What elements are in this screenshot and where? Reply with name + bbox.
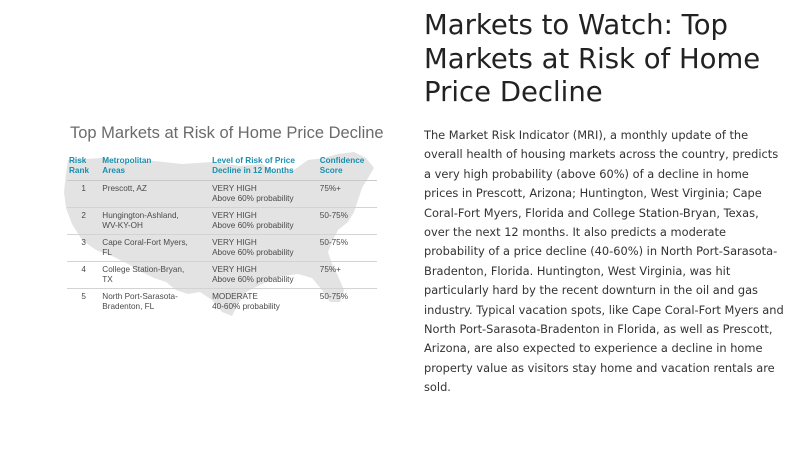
risk-probability-text: Above 60% probability <box>212 221 294 230</box>
header-metropolitan-areas: Metropolitan Areas <box>100 156 211 181</box>
risk-level-text: VERY HIGH <box>212 211 257 220</box>
metro-cell: College Station-Bryan, TX <box>100 261 211 289</box>
header-text: Level of Risk of Price <box>212 156 295 165</box>
rank-cell: 4 <box>67 261 101 289</box>
rank-cell: 2 <box>67 207 101 235</box>
header-level-of-risk: Level of Risk of Price Decline in 12 Mon… <box>210 156 318 181</box>
metro-text: TX <box>102 275 113 284</box>
metro-text: Cape Coral-Fort Myers, <box>102 238 188 247</box>
table-row: 5 North Port-Sarasota- Bradenton, FL MOD… <box>67 289 377 316</box>
table-row: 4 College Station-Bryan, TX VERY HIGH Ab… <box>67 261 377 289</box>
risk-probability-text: 40-60% probability <box>212 302 280 311</box>
metro-text: Bradenton, FL <box>102 302 155 311</box>
rank-cell: 3 <box>67 234 101 262</box>
confidence-cell: 75%+ <box>317 261 377 289</box>
risk-level-text: VERY HIGH <box>212 184 257 193</box>
header-text: Metropolitan <box>102 156 152 165</box>
risk-level-cell: VERY HIGH Above 60% probability <box>210 234 318 262</box>
header-text: Confidence <box>319 156 365 165</box>
metro-cell: North Port-Sarasota- Bradenton, FL <box>100 289 210 316</box>
risk-level-text: VERY HIGH <box>212 265 257 274</box>
header-text: Areas <box>102 166 126 175</box>
risk-level-text: MODERATE <box>212 292 258 301</box>
metro-text: Hungington-Ashland, <box>102 211 179 220</box>
risk-figure: Top Markets at Risk of Home Price Declin… <box>62 124 384 324</box>
table-row: 2 Hungington-Ashland, WV-KY-OH VERY HIGH… <box>67 207 377 235</box>
header-confidence-score: Confidence Score <box>317 156 377 181</box>
confidence-cell: 50-75% <box>319 292 348 301</box>
metro-cell: Cape Coral-Fort Myers, FL <box>100 234 211 262</box>
figure-title: Top Markets at Risk of Home Price Declin… <box>70 124 384 142</box>
risk-level-cell: MODERATE 40-60% probability <box>210 289 318 316</box>
article-title: Markets to Watch: Top Markets at Risk of… <box>424 9 761 108</box>
risk-probability-text: Above 60% probability <box>212 248 294 257</box>
header-text: Rank <box>69 166 90 175</box>
header-text: Decline in 12 Months <box>212 166 294 175</box>
risk-probability-text: Above 60% probability <box>212 194 294 203</box>
risk-level-cell: VERY HIGH Above 60% probability <box>210 261 318 289</box>
risk-level-cell: VERY HIGH Above 60% probability <box>210 207 318 235</box>
header-risk-rank: Risk Rank <box>67 156 101 181</box>
rank-cell: 5 <box>81 292 86 301</box>
metro-text: Prescott, AZ <box>102 184 147 193</box>
confidence-cell: 75%+ <box>317 180 377 208</box>
table-header-row: Risk Rank Metropolitan Areas Level of Ri… <box>67 156 377 181</box>
confidence-cell: 50-75% <box>317 207 377 235</box>
confidence-cell: 50-75% <box>317 234 377 262</box>
metro-text: College Station-Bryan, <box>102 265 185 274</box>
table-row: 1 Prescott, AZ VERY HIGH Above 60% proba… <box>67 180 377 208</box>
risk-level-cell: VERY HIGH Above 60% probability <box>210 180 318 208</box>
table-row: 3 Cape Coral-Fort Myers, FL VERY HIGH Ab… <box>67 234 377 262</box>
header-text: Risk <box>69 156 87 165</box>
metro-text: FL <box>102 248 112 257</box>
header-text: Score <box>319 166 343 175</box>
rank-cell: 1 <box>67 180 101 208</box>
risk-level-text: VERY HIGH <box>212 238 257 247</box>
metro-text: North Port-Sarasota- <box>102 292 178 301</box>
article-body: The Market Risk Indicator (MRI), a month… <box>424 128 784 395</box>
metro-cell: Hungington-Ashland, WV-KY-OH <box>100 207 211 235</box>
metro-cell: Prescott, AZ <box>100 180 211 208</box>
risk-table: Risk Rank Metropolitan Areas Level of Ri… <box>67 156 377 315</box>
risk-probability-text: Above 60% probability <box>212 275 294 284</box>
metro-text: WV-KY-OH <box>102 221 143 230</box>
